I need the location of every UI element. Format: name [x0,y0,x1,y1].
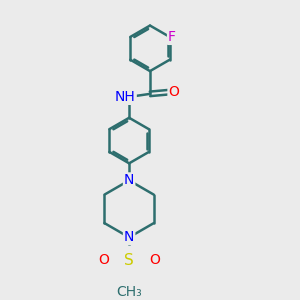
Text: O: O [169,85,179,99]
Text: NH: NH [115,90,136,104]
Text: CH₃: CH₃ [116,285,142,299]
Text: F: F [168,30,176,44]
Text: N: N [124,173,134,188]
Text: N: N [124,230,134,244]
Text: O: O [98,253,109,267]
Text: S: S [124,253,134,268]
Text: O: O [149,253,161,267]
